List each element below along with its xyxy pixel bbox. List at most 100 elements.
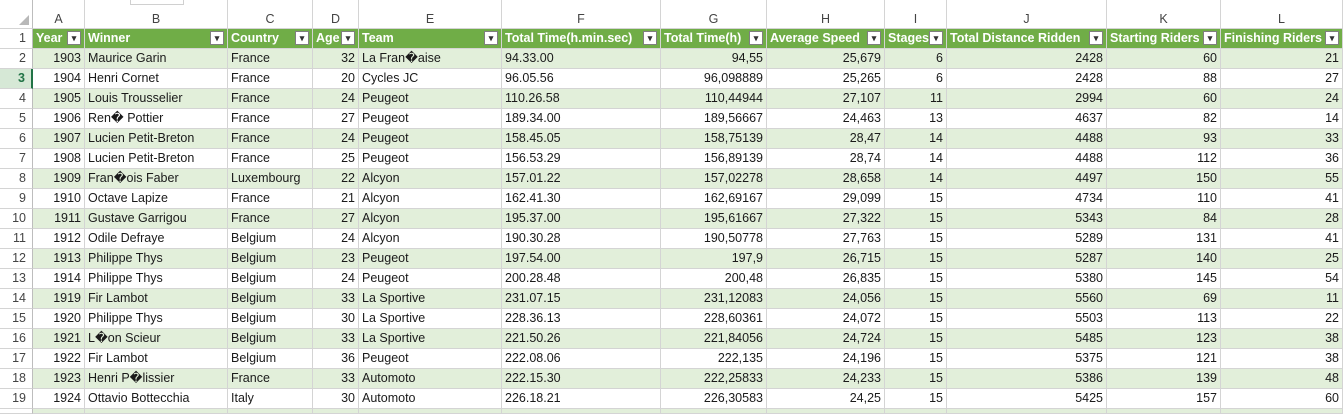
table-cell[interactable]: France <box>228 89 313 109</box>
table-cell[interactable]: France <box>228 109 313 129</box>
table-cell[interactable]: 222.08.06 <box>502 349 661 369</box>
table-cell[interactable]: Octave Lapize <box>85 189 228 209</box>
table-cell[interactable]: 41 <box>1221 229 1343 249</box>
table-cell[interactable]: 231.07.15 <box>502 289 661 309</box>
table-cell[interactable]: 158,75139 <box>661 129 767 149</box>
row-number[interactable]: 5 <box>0 109 33 129</box>
table-cell[interactable]: 5380 <box>947 269 1107 289</box>
filter-dropdown-icon[interactable]: ▾ <box>484 31 498 45</box>
table-cell[interactable]: 27,322 <box>767 209 885 229</box>
table-cell[interactable]: 26,715 <box>767 249 885 269</box>
column-header-l[interactable]: L <box>1221 10 1343 29</box>
header-cell[interactable]: Total Time(h) ▾ <box>661 29 767 49</box>
table-cell[interactable]: 15 <box>885 309 947 329</box>
table-cell[interactable]: 27 <box>313 109 359 129</box>
table-cell[interactable]: France <box>228 69 313 89</box>
table-cell[interactable]: 15 <box>885 349 947 369</box>
table-cell[interactable]: 200.28.48 <box>502 269 661 289</box>
row-number[interactable]: 2 <box>0 49 33 69</box>
table-cell[interactable]: 27,763 <box>767 229 885 249</box>
table-cell[interactable]: 5560 <box>947 289 1107 309</box>
table-cell[interactable]: 25,265 <box>767 69 885 89</box>
row-number[interactable]: 9 <box>0 189 33 209</box>
column-header-j[interactable]: J <box>947 10 1107 29</box>
table-cell[interactable]: 5289 <box>947 229 1107 249</box>
table-cell[interactable]: 140 <box>1107 249 1221 269</box>
table-cell[interactable]: Belgium <box>228 269 313 289</box>
table-cell[interactable]: Peugeot <box>359 349 502 369</box>
table-cell[interactable]: 24 <box>313 89 359 109</box>
table-cell[interactable]: 25 <box>313 149 359 169</box>
table-cell[interactable]: 15 <box>885 209 947 229</box>
table-cell[interactable]: 157.01.22 <box>502 169 661 189</box>
row-number[interactable]: 17 <box>0 349 33 369</box>
filter-dropdown-icon[interactable]: ▾ <box>749 31 763 45</box>
filter-dropdown-icon[interactable]: ▾ <box>1089 31 1103 45</box>
table-cell[interactable]: 157 <box>1107 389 1221 409</box>
table-cell[interactable]: 190.30.28 <box>502 229 661 249</box>
table-cell[interactable]: 1905 <box>33 89 85 109</box>
table-cell[interactable]: France <box>228 369 313 389</box>
table-cell[interactable]: Philippe Thys <box>85 249 228 269</box>
table-cell[interactable]: 82 <box>1107 109 1221 129</box>
table-cell[interactable]: La Sportive <box>359 309 502 329</box>
table-cell[interactable]: 24,724 <box>767 329 885 349</box>
table-cell[interactable]: 55 <box>1221 169 1343 189</box>
table-cell[interactable]: 33 <box>313 329 359 349</box>
header-cell[interactable]: Age ▾ <box>313 29 359 49</box>
table-cell[interactable]: 226.18.21 <box>502 389 661 409</box>
table-cell[interactable]: Fran�ois Faber <box>85 169 228 189</box>
table-cell[interactable]: Maurice Garin <box>85 49 228 69</box>
table-cell[interactable]: Lucien Petit-Breton <box>85 149 228 169</box>
table-cell[interactable]: 195.37.00 <box>502 209 661 229</box>
filter-dropdown-icon[interactable]: ▾ <box>341 31 355 45</box>
table-cell[interactable]: 33 <box>313 369 359 389</box>
table-cell[interactable]: 112 <box>1107 149 1221 169</box>
table-cell[interactable]: 94,55 <box>661 49 767 69</box>
table-cell[interactable]: 38 <box>1221 349 1343 369</box>
table-cell[interactable]: Philippe Thys <box>85 269 228 289</box>
table-cell[interactable]: 21 <box>1221 49 1343 69</box>
table-cell[interactable]: 15 <box>885 189 947 209</box>
table-cell[interactable]: 110,44944 <box>661 89 767 109</box>
table-cell[interactable]: 145 <box>1107 269 1221 289</box>
table-cell[interactable]: France <box>228 49 313 69</box>
table-cell[interactable]: 15 <box>885 329 947 349</box>
table-cell[interactable]: Peugeot <box>359 129 502 149</box>
column-header-a[interactable]: A <box>33 10 85 29</box>
table-cell[interactable]: 228.36.13 <box>502 309 661 329</box>
table-cell[interactable]: 11 <box>885 89 947 109</box>
table-cell[interactable]: Peugeot <box>359 269 502 289</box>
table-cell[interactable]: 5503 <box>947 309 1107 329</box>
table-cell[interactable]: 32 <box>313 49 359 69</box>
table-cell[interactable]: 231,12083 <box>661 289 767 309</box>
table-cell[interactable]: 197.54.00 <box>502 249 661 269</box>
table-cell[interactable]: 1910 <box>33 189 85 209</box>
table-cell[interactable]: 222,25833 <box>661 369 767 389</box>
table-cell[interactable]: Automoto <box>359 389 502 409</box>
table-cell[interactable]: 1904 <box>33 69 85 89</box>
table-cell[interactable]: Alcyon <box>359 189 502 209</box>
row-number[interactable]: 3 <box>0 69 33 89</box>
table-cell[interactable]: 5343 <box>947 209 1107 229</box>
table-cell[interactable]: Luxembourg <box>228 169 313 189</box>
table-cell[interactable]: 2428 <box>947 49 1107 69</box>
table-cell[interactable]: La Sportive <box>359 329 502 349</box>
table-cell[interactable]: 222,135 <box>661 349 767 369</box>
table-cell[interactable]: Odile Defraye <box>85 229 228 249</box>
header-cell[interactable]: Starting Riders ▾ <box>1107 29 1221 49</box>
table-cell[interactable]: 4488 <box>947 149 1107 169</box>
table-cell[interactable]: 139 <box>1107 369 1221 389</box>
column-header-c[interactable]: C <box>228 10 313 29</box>
table-cell[interactable]: 36 <box>1221 149 1343 169</box>
table-cell[interactable]: 162.41.30 <box>502 189 661 209</box>
table-cell[interactable]: 27 <box>313 209 359 229</box>
table-cell[interactable]: Belgium <box>228 289 313 309</box>
table-cell[interactable]: 33 <box>313 289 359 309</box>
row-number[interactable]: 8 <box>0 169 33 189</box>
table-cell[interactable]: 24,463 <box>767 109 885 129</box>
column-header-h[interactable]: H <box>767 10 885 29</box>
table-cell[interactable]: 1921 <box>33 329 85 349</box>
table-cell[interactable]: 69 <box>1107 289 1221 309</box>
table-cell[interactable]: 200,48 <box>661 269 767 289</box>
